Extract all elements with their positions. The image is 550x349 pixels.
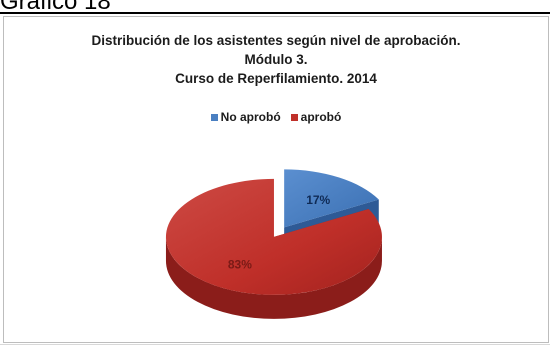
legend-label-aprobo: aprobó (300, 110, 342, 124)
bottom-rule (0, 344, 550, 345)
heading-rule (0, 12, 550, 14)
data-label-aprobo: 83% (228, 257, 252, 271)
chart-title-line-2: Módulo 3. (244, 52, 308, 67)
legend-swatch-aprobo (290, 113, 298, 121)
chart-title-line-3: Curso de Reperfilamiento. 2014 (175, 71, 377, 86)
chart-frame: Distribución de los asistentes según niv… (3, 16, 549, 343)
chart-legend: No aprobó aprobó (4, 110, 548, 124)
legend-item-no-aprobo: No aprobó (210, 110, 281, 124)
chart-title: Distribución de los asistentes según niv… (4, 31, 548, 88)
pie-slice-no-aprobo (284, 169, 379, 228)
pie-plot: 17% 83% (165, 169, 382, 319)
legend-swatch-no-aprobo (210, 113, 218, 121)
chart-title-line-1: Distribución de los asistentes según niv… (91, 33, 461, 48)
pie-slices (165, 169, 382, 319)
figure-heading: Gráfico 18 (0, 0, 111, 15)
pie-slice-aprobo (165, 178, 382, 295)
pie-labels: 17% 83% (228, 193, 331, 271)
legend-item-aprobo: aprobó (290, 110, 342, 124)
data-label-no-aprobo: 17% (306, 193, 330, 207)
legend-label-no-aprobo: No aprobó (220, 110, 281, 124)
pie-slice-wall-1 (165, 236, 382, 319)
